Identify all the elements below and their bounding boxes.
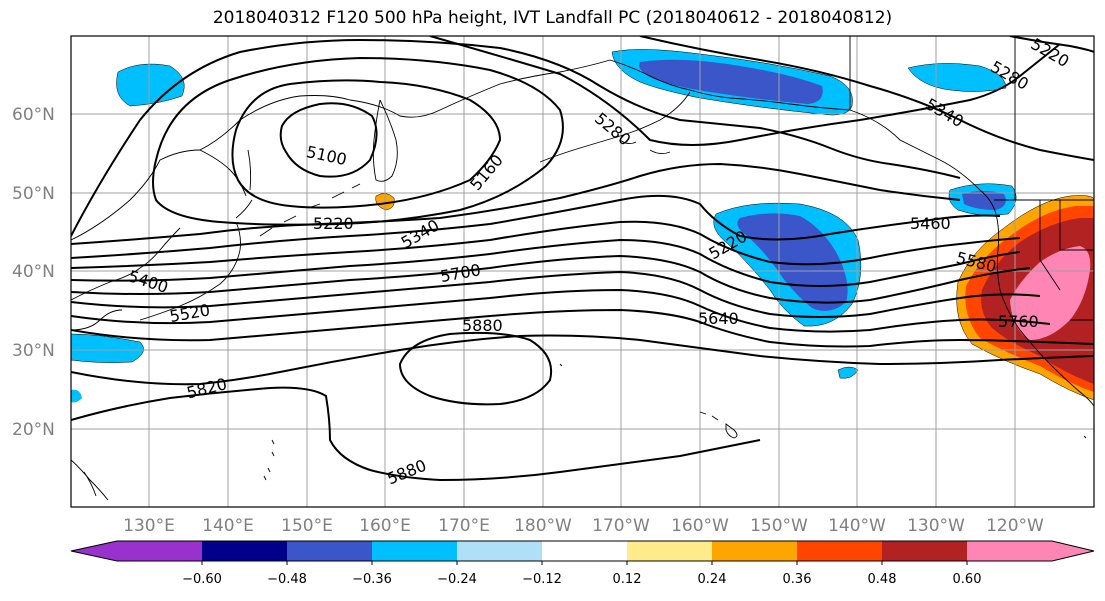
negative-anomaly-region <box>907 63 1007 92</box>
colorbar-tick-label: 0.24 <box>698 572 727 587</box>
colorbar-outline <box>70 540 1095 562</box>
contour-label: 5220 <box>313 214 354 233</box>
longitude-labels: 130°E 140°E 150°E 160°E 170°E 180°W 170°… <box>123 516 1044 536</box>
lon-label: 160°W <box>671 516 729 536</box>
colorbar-segment <box>797 541 882 561</box>
colorbar-tick-label: −0.36 <box>352 572 392 587</box>
colorbar-segment <box>287 541 372 561</box>
contour-label: 5880 <box>462 316 503 335</box>
contour-label: 5760 <box>998 312 1039 331</box>
lon-label: 160°E <box>359 516 411 536</box>
lon-label: 130°W <box>907 516 965 536</box>
colorbar-tick-label: −0.48 <box>267 572 307 587</box>
contour-label: 5640 <box>698 309 739 328</box>
colorbar-ticks <box>201 561 968 565</box>
lon-label: 170°W <box>592 516 650 536</box>
height-contours <box>71 36 1094 482</box>
colorbar-tick-label: −0.60 <box>182 572 222 587</box>
lon-label: 150°E <box>281 516 333 536</box>
colorbar-tick-label: 0.12 <box>613 572 642 587</box>
coastlines <box>71 36 1094 501</box>
colorbar-segment <box>542 541 627 561</box>
colorbar-segment <box>71 541 202 561</box>
positive-anomaly-region <box>1010 246 1091 340</box>
colorbar-segment <box>202 541 287 561</box>
lat-label: 60°N <box>12 105 55 125</box>
lon-label: 130°E <box>123 516 175 536</box>
colorbar-tick-label: 0.36 <box>783 572 812 587</box>
negative-anomaly-region <box>116 63 185 107</box>
lon-label: 150°W <box>750 516 808 536</box>
lon-label: 120°W <box>986 516 1044 536</box>
latitude-labels: 60°N 50°N 40°N 30°N 20°N <box>12 105 55 440</box>
negative-anomaly-region <box>71 389 82 403</box>
lon-label: 170°E <box>438 516 490 536</box>
lat-label: 30°N <box>12 341 55 361</box>
colorbar-segment <box>627 541 712 561</box>
colorbar-segment <box>372 541 457 561</box>
lon-label: 180°W <box>514 516 572 536</box>
colorbar-segment <box>882 541 967 561</box>
lat-label: 40°N <box>12 262 55 282</box>
negative-anomaly-region <box>71 333 144 363</box>
colorbar-tick-label: 0.48 <box>868 572 897 587</box>
map-frame <box>70 35 1095 508</box>
negative-anomaly-region <box>962 191 1006 210</box>
colorbar-tick-label: −0.24 <box>437 572 477 587</box>
contour-label: 5460 <box>910 214 951 233</box>
lon-label: 140°E <box>202 516 254 536</box>
lat-label: 50°N <box>12 184 55 204</box>
lon-label: 140°W <box>828 516 886 536</box>
colorbar-segment <box>712 541 797 561</box>
colorbar-segment <box>457 541 542 561</box>
colorbar-tick-label: 0.60 <box>953 572 982 587</box>
lat-label: 20°N <box>12 420 55 440</box>
colorbar-segment <box>967 541 1094 561</box>
map-title: 2018040312 F120 500 hPa height, IVT Land… <box>212 8 893 28</box>
colorbar: −0.60 −0.48 −0.36 −0.24 −0.12 0.12 0.24 … <box>70 540 1095 587</box>
colorbar-tick-label: −0.12 <box>522 572 562 587</box>
negative-anomaly-region <box>837 366 859 379</box>
negative-anomaly-region <box>639 59 823 104</box>
